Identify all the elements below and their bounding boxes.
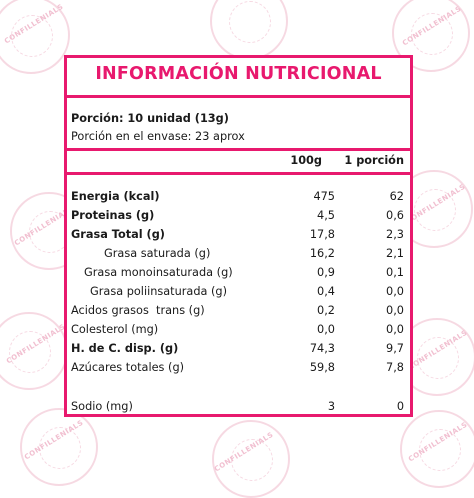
header-divider: [67, 172, 410, 175]
value-100g: 0,4: [317, 285, 335, 298]
value-portion: 0,6: [386, 209, 404, 222]
value-100g: 0,2: [317, 304, 335, 317]
watermark-stamp: [392, 0, 470, 72]
value-portion: 62: [389, 190, 404, 203]
value-portion: 7,8: [386, 361, 404, 374]
row-monounsaturated-fat: Grasa monoinsaturada (g) 0,9 0,1: [67, 266, 410, 284]
watermark-stamp: [0, 0, 70, 74]
value-100g: 0,9: [317, 266, 335, 279]
row-label: Acidos grasos trans (g): [71, 304, 205, 317]
row-label: Sodio (mg): [71, 400, 133, 413]
row-energy: Energia (kcal) 475 62: [67, 190, 410, 208]
row-label: Colesterol (mg): [71, 323, 159, 336]
portions-per-pack: Porción en el envase: 23 aprox: [71, 130, 245, 143]
row-label: Proteinas (g): [71, 209, 155, 222]
row-sodium: Sodio (mg) 3 0: [67, 400, 410, 418]
value-portion: 0,0: [386, 285, 404, 298]
watermark-stamp: [210, 0, 288, 60]
value-portion: 0,0: [386, 304, 404, 317]
row-label: Grasa saturada (g): [104, 247, 211, 260]
value-100g: 74,3: [309, 342, 335, 355]
value-portion: 0: [396, 400, 404, 413]
row-total-sugars: Azúcares totales (g) 59,8 7,8: [67, 361, 410, 379]
value-100g: 0,0: [317, 323, 335, 336]
value-portion: 2,1: [386, 247, 404, 260]
panel-title: INFORMACIÓN NUTRICIONAL: [95, 64, 382, 84]
nutrition-facts-panel: INFORMACIÓN NUTRICIONAL Porción: 10 unid…: [64, 55, 413, 417]
row-label: Grasa poliinsaturada (g): [90, 285, 228, 298]
row-trans-fat: Acidos grasos trans (g) 0,2 0,0: [67, 304, 410, 322]
value-100g: 3: [327, 400, 335, 413]
value-100g: 17,8: [309, 228, 335, 241]
value-100g: 16,2: [309, 247, 335, 260]
row-label: H. de C. disp. (g): [71, 342, 179, 355]
watermark-stamp: [20, 408, 98, 486]
watermark-stamp: [0, 312, 68, 390]
row-label: Grasa monoinsaturada (g): [84, 266, 233, 279]
portion-divider: [67, 148, 410, 151]
row-proteins: Proteinas (g) 4,5 0,6: [67, 209, 410, 227]
row-label: Azúcares totales (g): [71, 361, 185, 374]
value-100g: 59,8: [309, 361, 335, 374]
value-100g: 475: [313, 190, 335, 203]
row-total-fat: Grasa Total (g) 17,8 2,3: [67, 228, 410, 246]
column-header-100g: 100g: [290, 154, 322, 167]
value-portion: 0,1: [386, 266, 404, 279]
row-carbohydrates: H. de C. disp. (g) 74,3 9,7: [67, 342, 410, 360]
row-cholesterol: Colesterol (mg) 0,0 0,0: [67, 323, 410, 341]
column-header-portion: 1 porción: [344, 154, 404, 167]
row-polyunsaturated-fat: Grasa poliinsaturada (g) 0,4 0,0: [67, 285, 410, 303]
row-label: Energia (kcal): [71, 190, 160, 203]
value-portion: 0,0: [386, 323, 404, 336]
value-100g: 4,5: [317, 209, 335, 222]
value-portion: 2,3: [386, 228, 404, 241]
row-label: Grasa Total (g): [71, 228, 165, 241]
title-divider: [67, 95, 410, 98]
portion-size: Porción: 10 unidad (13g): [71, 112, 229, 125]
value-portion: 9,7: [386, 342, 404, 355]
row-saturated-fat: Grasa saturada (g) 16,2 2,1: [67, 247, 410, 265]
